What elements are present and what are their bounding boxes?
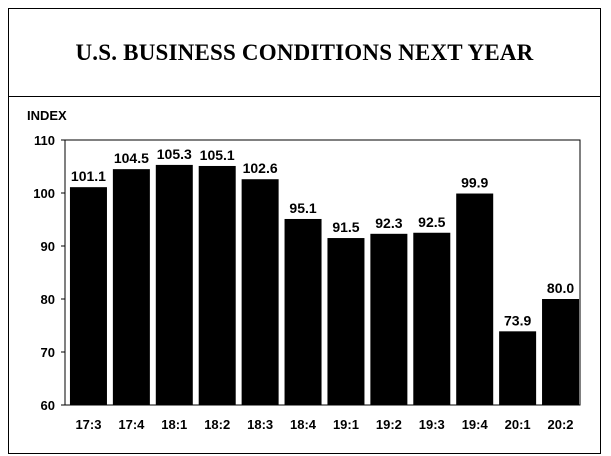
bar bbox=[456, 193, 494, 405]
bar bbox=[370, 233, 408, 405]
x-tick-label: 19:1 bbox=[333, 417, 359, 432]
chart-frame: U.S. BUSINESS CONDITIONS NEXT YEAR bbox=[8, 8, 601, 454]
bar bbox=[413, 232, 451, 405]
bar-value-label: 105.3 bbox=[157, 146, 192, 162]
x-tick-label: 19:3 bbox=[419, 417, 445, 432]
y-tick-label: 80 bbox=[41, 292, 55, 307]
x-tick-label: 18:2 bbox=[204, 417, 230, 432]
bar-value-label: 73.9 bbox=[504, 312, 531, 328]
bar bbox=[241, 179, 279, 405]
y-tick-label: 110 bbox=[34, 133, 55, 148]
bar-value-label: 99.9 bbox=[461, 175, 488, 191]
y-tick-label: 100 bbox=[33, 186, 55, 201]
x-tick-label: 18:4 bbox=[290, 417, 317, 432]
bar bbox=[112, 169, 150, 405]
bar bbox=[155, 164, 193, 405]
bar-value-label: 80.0 bbox=[547, 280, 574, 296]
x-tick-label: 18:3 bbox=[247, 417, 273, 432]
bar bbox=[284, 218, 322, 405]
chart-title: U.S. BUSINESS CONDITIONS NEXT YEAR bbox=[75, 39, 534, 65]
bar-value-label: 92.3 bbox=[375, 215, 402, 231]
bar bbox=[69, 187, 107, 405]
plot-area bbox=[64, 139, 581, 406]
y-tick-label: 60 bbox=[41, 398, 55, 413]
x-tick-label: 20:1 bbox=[505, 417, 531, 432]
bar-value-label: 102.6 bbox=[243, 160, 278, 176]
bar bbox=[542, 299, 580, 405]
title-box: U.S. BUSINESS CONDITIONS NEXT YEAR bbox=[9, 9, 600, 97]
bar-value-label: 92.5 bbox=[418, 214, 445, 230]
bar-value-label: 104.5 bbox=[114, 150, 149, 166]
x-tick-label: 18:1 bbox=[161, 417, 187, 432]
bar-value-label: 95.1 bbox=[289, 200, 316, 216]
bar bbox=[499, 331, 537, 405]
bar bbox=[327, 238, 365, 405]
x-tick-label: 20:2 bbox=[548, 417, 574, 432]
y-tick-label: 90 bbox=[41, 239, 55, 254]
y-tick-label: 70 bbox=[41, 345, 55, 360]
x-tick-label: 17:4 bbox=[118, 417, 145, 432]
bar-value-label: 91.5 bbox=[332, 219, 359, 235]
bar bbox=[198, 165, 236, 405]
bar-value-label: 101.1 bbox=[71, 168, 106, 184]
x-tick-label: 17:3 bbox=[75, 417, 101, 432]
y-axis-label: INDEX bbox=[27, 108, 67, 123]
x-tick-label: 19:4 bbox=[462, 417, 489, 432]
x-tick-label: 19:2 bbox=[376, 417, 402, 432]
bar-value-label: 105.1 bbox=[200, 147, 235, 163]
